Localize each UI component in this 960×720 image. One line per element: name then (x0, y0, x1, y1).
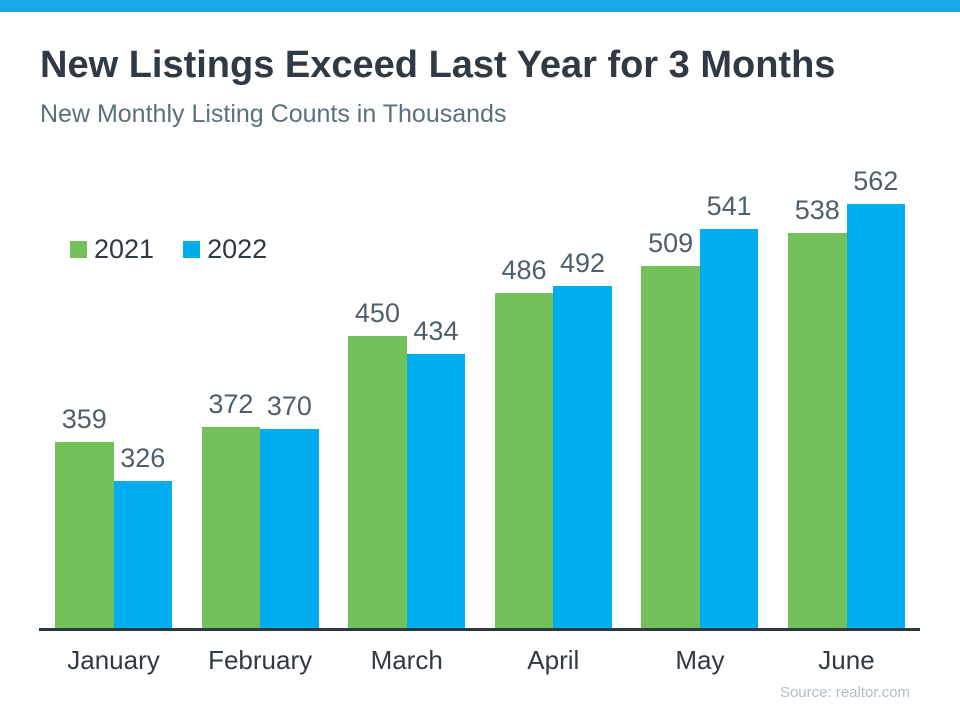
bar-2022-may (699, 229, 759, 628)
bar-2021-april (494, 293, 554, 628)
value-label-2021-january: 359 (61, 403, 107, 434)
value-label-2022-march: 434 (413, 316, 459, 347)
bar-group-january: 359 326 January (55, 160, 172, 675)
value-label-2022-may: 541 (706, 191, 752, 222)
legend-swatch-2022 (183, 241, 201, 258)
value-label-2022-june: 562 (853, 166, 899, 197)
bar-group-march: 450 434 March (348, 160, 466, 675)
bar-2022-march (406, 354, 466, 628)
page-subtitle: New Monthly Listing Counts in Thousands (40, 100, 507, 128)
category-label-june: June (818, 645, 875, 675)
bar-group-may: 509 541 May (641, 160, 759, 675)
bar-group-february: 372 370 February (201, 160, 319, 675)
category-label-april: April (527, 645, 580, 675)
category-label-may: May (675, 645, 725, 675)
legend-swatch-2021 (70, 241, 87, 258)
category-label-january: January (67, 645, 160, 675)
bar-2022-january (113, 480, 172, 628)
value-label-2021-april: 486 (501, 255, 547, 286)
bar-2022-june (846, 204, 905, 628)
category-label-march: March (370, 645, 443, 675)
bar-2022-february (260, 429, 319, 628)
value-label-2022-january: 326 (120, 442, 166, 473)
bar-group-april: 486 492 April (494, 160, 612, 675)
top-accent-bar (0, 0, 960, 12)
value-label-2022-april: 492 (560, 248, 606, 279)
bar-group-june: 538 562 June (788, 160, 905, 675)
value-label-2021-march: 450 (354, 297, 400, 328)
bar-2021-march (348, 335, 407, 628)
value-label-2021-june: 538 (794, 194, 840, 225)
legend-label-2021: 2021 (94, 234, 155, 264)
legend-item-2021: 2021 (70, 234, 154, 265)
value-label-2021-february: 372 (208, 388, 254, 419)
page-title: New Listings Exceed Last Year for 3 Mont… (40, 44, 836, 86)
bar-chart: 2021 2022 359 326 January 372 370 February 450… (39, 160, 920, 675)
bar-2021-january (55, 441, 114, 628)
bar-2021-june (788, 232, 847, 628)
source-attribution: Source: realtor.com (779, 684, 910, 701)
bar-2021-february (201, 426, 261, 628)
bar-2021-may (641, 266, 700, 628)
chart-legend: 2021 2022 (70, 234, 267, 265)
value-label-2022-february: 370 (266, 391, 312, 422)
legend-item-2022: 2022 (183, 234, 267, 265)
category-label-february: February (208, 645, 313, 675)
bar-2022-april (553, 286, 612, 628)
legend-label-2022: 2022 (207, 234, 268, 264)
value-label-2021-may: 509 (648, 228, 694, 259)
